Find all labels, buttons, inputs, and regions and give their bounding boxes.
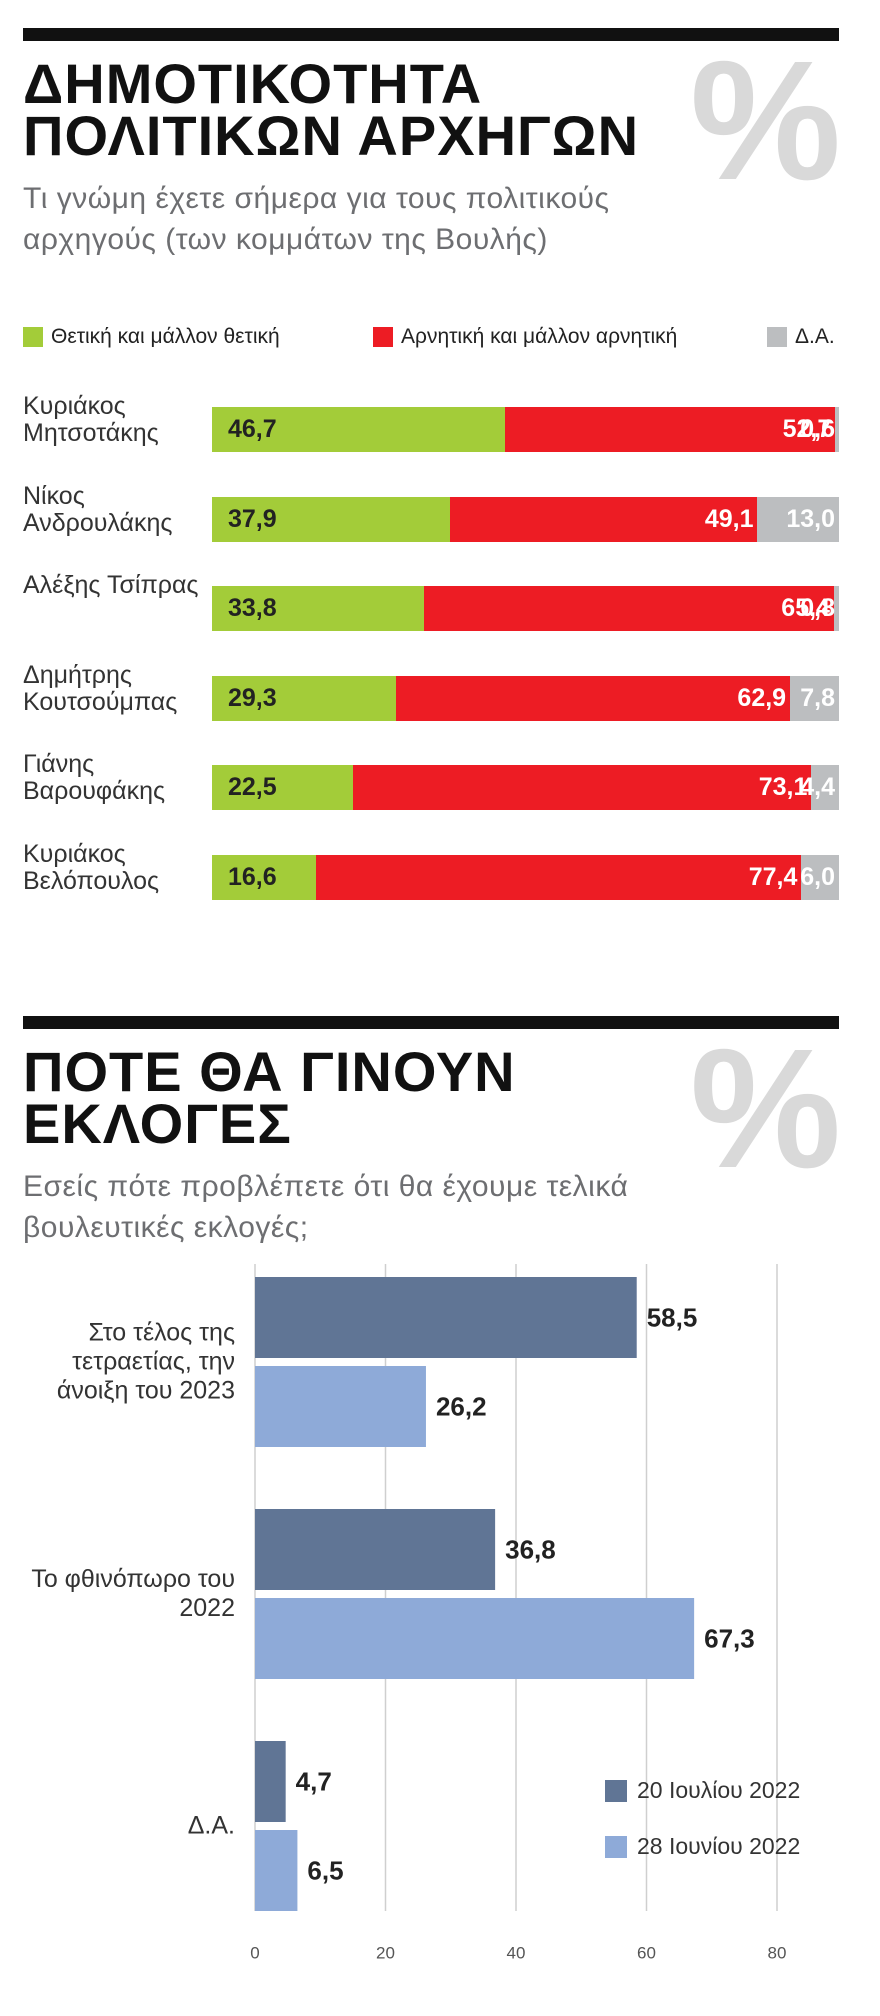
category-label: Κυριάκος Μητσοτάκης — [23, 392, 159, 447]
bar-segment — [353, 765, 812, 810]
value-label: 36,8 — [505, 1534, 556, 1564]
legend-label: Δ.Α. — [795, 325, 835, 348]
bar — [255, 1509, 496, 1590]
bar-segment — [504, 407, 836, 452]
value-label: 65,4 — [781, 594, 830, 622]
bar — [255, 1277, 637, 1358]
bar-segment — [212, 407, 505, 452]
category-label: Δ.Α. — [187, 1811, 235, 1840]
rule — [23, 28, 839, 41]
value-label: 0,8 — [800, 594, 835, 622]
bar — [255, 1598, 695, 1679]
value-label: 52,7 — [782, 415, 832, 443]
bar — [255, 1366, 426, 1447]
bar — [255, 1741, 286, 1822]
value-label: 6,0 — [800, 862, 835, 891]
bar-segment — [212, 675, 396, 721]
chart-subtitle: Τι γνώμη έχετε σήμερα για τους πολιτικού… — [23, 182, 610, 256]
bar-segment — [212, 496, 450, 542]
value-label: 29,3 — [228, 683, 277, 712]
category-label: Γιάνης Βαρουφάκης — [23, 750, 166, 805]
x-tick-label: 80 — [768, 1943, 787, 1962]
value-label: 46,7 — [228, 415, 277, 443]
legend-swatch — [23, 327, 43, 347]
bar — [255, 1830, 298, 1911]
bar-segment — [212, 765, 354, 810]
value-label: 4,4 — [800, 773, 835, 801]
x-tick-label: 0 — [250, 1943, 259, 1962]
value-label: 58,5 — [647, 1302, 698, 1332]
category-label: Στο τέλος της τετραετίας, την άνοιξη του… — [56, 1318, 235, 1405]
value-label: 67,3 — [704, 1623, 755, 1653]
chart-title: ΠΟΤΕ ΘΑ ΓΙΝΟΥΝ ΕΚΛΟΓΕΣ — [23, 1040, 516, 1155]
value-label: 37,9 — [228, 504, 277, 533]
rule — [23, 1016, 839, 1029]
legend-label: Θετική και μάλλον θετική — [51, 325, 280, 348]
value-label: 7,8 — [800, 683, 835, 712]
category-label: Το φθινόπωρο του 2022 — [31, 1565, 235, 1622]
bar-segment — [316, 854, 802, 900]
legend-label: 28 Ιουνίου 2022 — [637, 1833, 800, 1859]
value-label: 16,6 — [228, 862, 277, 891]
x-tick-label: 20 — [376, 1943, 395, 1962]
value-label: 13,0 — [786, 504, 835, 533]
legend-swatch — [373, 327, 393, 347]
bar-segment — [801, 854, 839, 900]
bar-segment — [395, 675, 791, 721]
x-tick-label: 40 — [507, 1943, 526, 1962]
chart-title: ΔΗΜΟΤΙΚΟΤΗΤΑ ΠΟΛΙΤΙΚΩΝ ΑΡΧΗΓΩΝ — [23, 52, 640, 167]
bar-segment — [212, 854, 317, 900]
category-label: Νίκος Ανδρουλάκης — [23, 481, 173, 537]
value-label: 22,5 — [228, 773, 277, 801]
value-label: 26,2 — [436, 1391, 487, 1421]
value-label: 73,1 — [758, 773, 808, 801]
bar-segment — [449, 496, 758, 542]
bar-segment — [757, 496, 839, 542]
legend-label: 20 Ιουλίου 2022 — [637, 1777, 800, 1803]
bar-segment — [212, 586, 424, 631]
bar-segment — [833, 586, 839, 631]
category-label: Δημήτρης Κουτσούμπας — [23, 660, 178, 716]
category-label: Αλέξης Τσίπρας — [23, 571, 199, 599]
bar-segment — [835, 407, 839, 452]
value-label: 0,6 — [800, 415, 835, 443]
value-label: 62,9 — [737, 683, 787, 712]
value-label: 33,8 — [228, 594, 277, 622]
legend-label: Αρνητική και μάλλον αρνητική — [401, 325, 678, 348]
chart-subtitle: Εσείς πότε προβλέπετε ότι θα έχουμε τελι… — [23, 1170, 629, 1244]
legend-swatch — [767, 327, 787, 347]
bar-segment — [423, 586, 834, 631]
symbol: % — [690, 26, 842, 216]
value-label: 6,5 — [307, 1855, 343, 1885]
value-label: 4,7 — [296, 1766, 332, 1796]
bar-segment — [811, 765, 839, 810]
bar-segment — [790, 675, 839, 721]
legend-swatch — [605, 1780, 627, 1802]
x-tick-label: 60 — [637, 1943, 656, 1962]
value-label: 77,4 — [748, 862, 798, 891]
category-label: Κυριάκος Βελόπουλος — [23, 839, 160, 895]
value-label: 49,1 — [704, 504, 754, 533]
symbol: % — [690, 1014, 842, 1204]
legend-swatch — [605, 1836, 627, 1858]
